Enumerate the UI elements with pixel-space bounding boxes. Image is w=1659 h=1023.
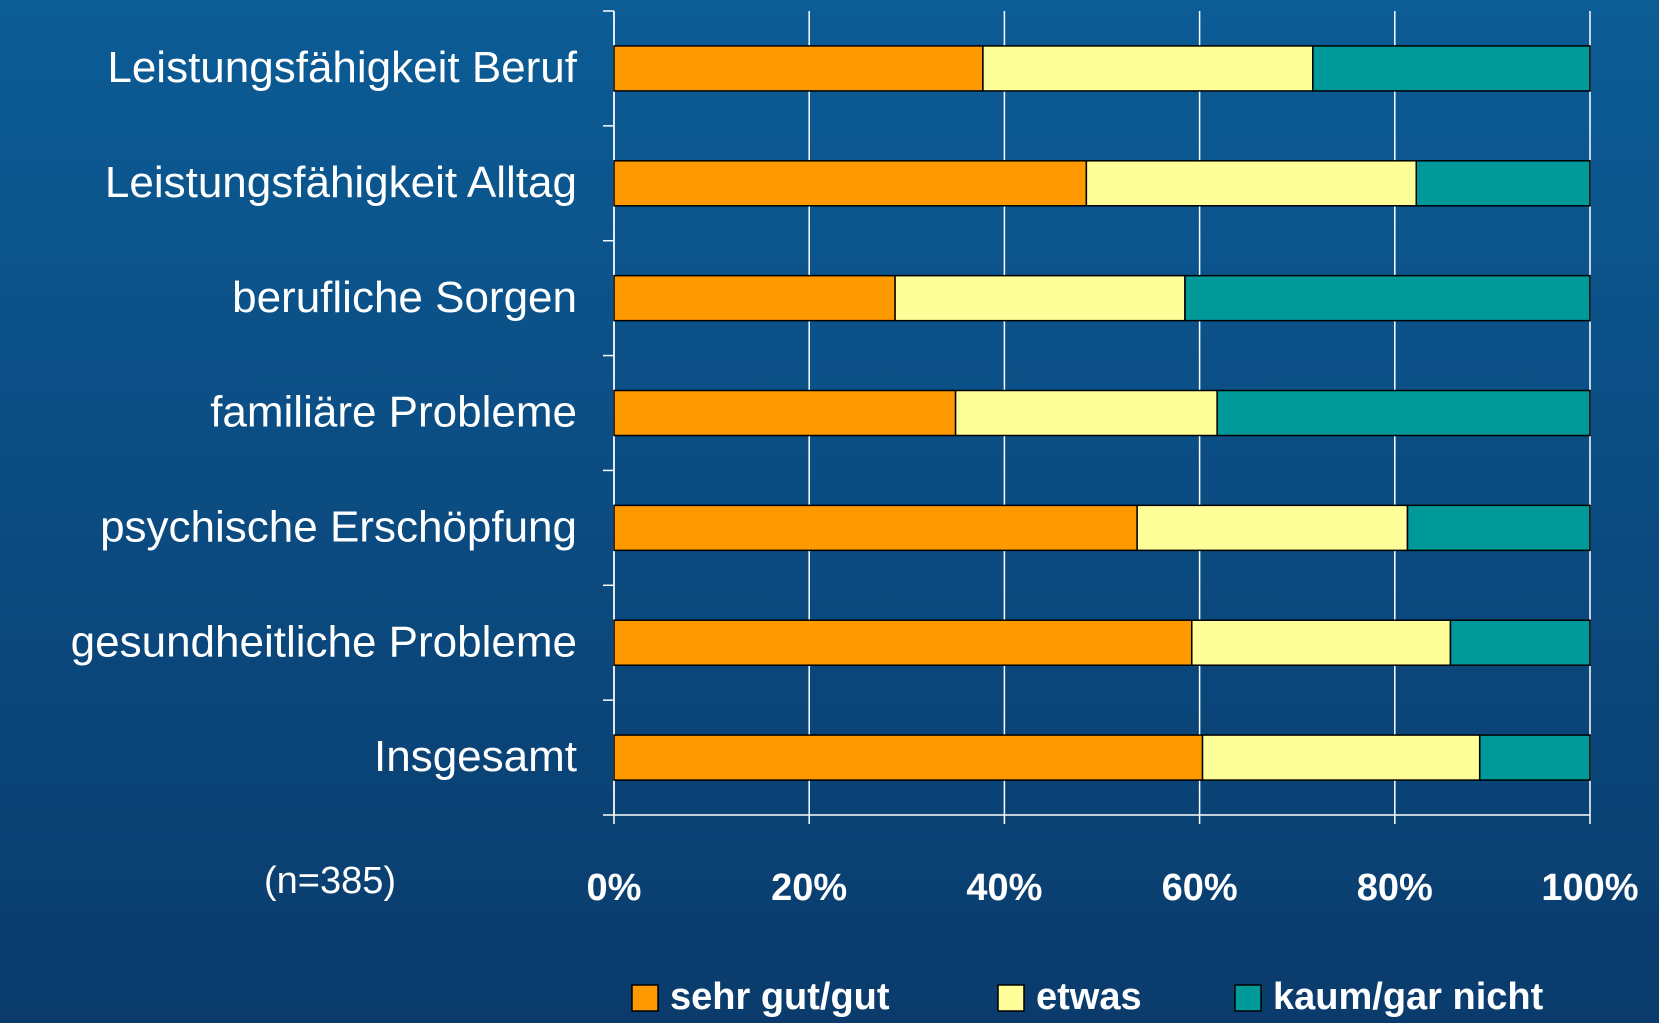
y-tick-label: Leistungsfähigkeit Beruf: [107, 43, 577, 92]
y-tick-label: berufliche Sorgen: [232, 273, 577, 322]
y-tick-label: psychische Erschöpfung: [100, 502, 577, 551]
legend-swatch: [631, 984, 659, 1012]
bar-segment: [1312, 45, 1591, 92]
bar-segment: [613, 389, 957, 437]
x-tick-label: 20%: [771, 867, 847, 909]
x-tick-label: 40%: [966, 867, 1042, 909]
bar-segment: [894, 274, 1186, 322]
y-tick-label: Insgesamt: [374, 732, 577, 781]
bar-segment: [1085, 160, 1418, 207]
bar-segment: [1191, 619, 1452, 666]
legend-swatch: [1234, 984, 1262, 1012]
bar-segment: [1136, 504, 1409, 552]
bar-segment: [1478, 734, 1591, 781]
bar-segment: [982, 45, 1314, 92]
bar-segment: [613, 504, 1138, 552]
legend-label: etwas: [1036, 976, 1142, 1018]
x-tick-label: 60%: [1162, 867, 1238, 909]
bar-segment: [613, 619, 1193, 666]
legend-label: kaum/gar nicht: [1273, 976, 1544, 1018]
bar-segment: [1406, 504, 1591, 552]
x-tick-label: 100%: [1541, 867, 1638, 909]
y-tick-label: familiäre Probleme: [210, 388, 577, 437]
bar-segment: [1449, 619, 1591, 666]
y-tick-label: gesundheitliche Probleme: [71, 617, 577, 666]
bar-segment: [1415, 160, 1591, 207]
legend-label: sehr gut/gut: [670, 976, 890, 1018]
bar-segment: [1216, 389, 1591, 437]
x-tick-label: 0%: [587, 867, 642, 909]
bar-segment: [1184, 274, 1591, 322]
bar-segment: [613, 734, 1204, 781]
bar-segment: [613, 274, 896, 322]
bar-segment: [613, 45, 984, 92]
y-tick-label: Leistungsfähigkeit Alltag: [105, 158, 577, 207]
legend-swatch: [997, 984, 1025, 1012]
bar-segment: [613, 160, 1088, 207]
bar-segment: [954, 389, 1218, 437]
bar-segment: [1201, 734, 1481, 781]
annotation: (n=385): [264, 860, 396, 902]
x-tick-label: 80%: [1357, 867, 1433, 909]
